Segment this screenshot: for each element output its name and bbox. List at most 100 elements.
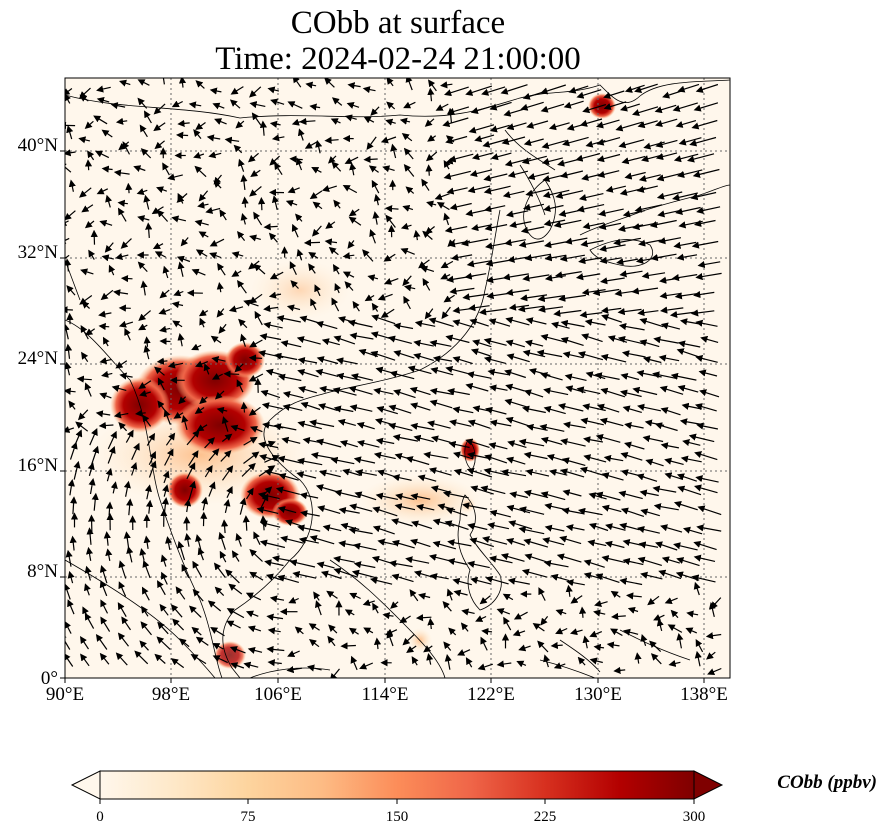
wind-arrow — [119, 372, 133, 380]
wind-arrow — [276, 314, 301, 323]
wind-arrow — [330, 456, 355, 465]
wind-arrow — [578, 193, 604, 202]
wind-arrow — [621, 350, 646, 358]
wind-arrow — [101, 370, 113, 378]
wind-arrow — [191, 268, 206, 276]
wind-arrow — [576, 204, 605, 213]
wind-arrow — [682, 526, 703, 535]
wind-arrow — [696, 206, 721, 214]
wind-arrow — [587, 539, 607, 547]
wind-arrow — [452, 577, 472, 586]
wind-arrow — [65, 93, 71, 104]
wind-arrow — [110, 102, 126, 110]
wind-arrow — [428, 467, 452, 476]
wind-arrow — [303, 239, 321, 247]
wind-arrow — [582, 104, 607, 114]
wind-arrow — [509, 221, 532, 229]
wind-arrow — [436, 201, 450, 211]
wind-arrow — [330, 118, 341, 125]
wind-arrow — [110, 481, 118, 494]
y-tick-label: 16°N — [18, 455, 59, 476]
wind-arrow — [324, 238, 338, 246]
wind-arrow — [564, 237, 588, 245]
wind-arrow — [632, 106, 659, 117]
wind-arrow — [223, 498, 231, 514]
wind-arrow — [409, 589, 419, 602]
wind-arrow — [73, 460, 81, 480]
wind-arrow — [120, 238, 132, 249]
wind-arrow — [619, 522, 640, 531]
wind-arrow — [178, 78, 187, 88]
wind-arrow — [452, 356, 473, 365]
wind-arrow — [560, 336, 584, 346]
wind-arrow — [445, 507, 468, 517]
wind-arrow — [260, 389, 281, 399]
wind-arrow — [193, 129, 202, 139]
wind-arrow — [333, 335, 356, 345]
wind-arrow — [126, 498, 134, 516]
wind-arrow — [664, 457, 684, 465]
wind-arrow — [297, 357, 318, 365]
wind-arrow — [466, 371, 492, 379]
wind-arrow — [69, 535, 77, 551]
wind-arrow — [162, 470, 170, 484]
wind-arrow — [440, 260, 454, 269]
wind-arrow — [316, 356, 339, 365]
wind-arrow — [249, 293, 263, 304]
wind-arrow — [199, 317, 206, 328]
wind-arrow — [447, 539, 472, 547]
wind-arrow — [525, 188, 551, 197]
wind-arrow — [490, 152, 512, 161]
wind-arrow — [229, 99, 241, 109]
wind-arrow — [640, 508, 660, 517]
wind-arrow — [384, 277, 399, 285]
wind-arrow — [350, 373, 374, 381]
wind-arrow — [198, 231, 209, 239]
wind-arrow — [177, 540, 186, 561]
wind-arrow — [366, 136, 377, 151]
wind-arrow — [194, 165, 207, 178]
wind-arrow — [369, 229, 377, 244]
wind-arrow — [461, 238, 489, 247]
wind-arrow — [660, 322, 681, 330]
wind-arrow — [104, 242, 114, 253]
wind-arrow — [191, 343, 202, 351]
wind-arrow — [670, 609, 679, 619]
wind-arrow — [348, 627, 359, 635]
wind-arrow — [655, 152, 678, 161]
wind-arrow — [248, 354, 263, 362]
wind-arrow — [281, 436, 301, 444]
wind-arrow — [204, 464, 213, 478]
wind-arrow — [598, 222, 622, 230]
wind-arrow — [180, 237, 189, 247]
wind-arrow — [622, 558, 644, 566]
wind-arrow — [305, 81, 317, 89]
wind-arrow — [334, 282, 342, 294]
wind-arrow — [584, 318, 606, 326]
wind-arrow — [324, 78, 335, 88]
wind-arrow — [449, 202, 472, 211]
wind-arrow — [344, 156, 359, 164]
wind-arrow — [401, 133, 413, 142]
wind-arrow — [634, 83, 658, 93]
wind-arrow — [289, 155, 303, 163]
wind-arrow — [426, 200, 437, 208]
wind-arrow — [349, 404, 373, 412]
wind-arrow — [162, 484, 170, 497]
wind-arrow — [263, 321, 283, 329]
wind-arrow — [311, 166, 322, 174]
wind-arrow — [65, 88, 73, 96]
wind-arrow — [699, 389, 720, 398]
wind-arrow — [143, 110, 152, 124]
wind-arrow — [139, 124, 148, 138]
wind-arrow — [312, 225, 322, 237]
wind-arrow — [321, 338, 340, 346]
wind-arrow — [420, 265, 435, 273]
wind-arrow — [81, 301, 91, 309]
wind-arrow — [115, 253, 129, 261]
wind-arrow — [126, 546, 134, 563]
wind-arrow — [432, 355, 453, 363]
wind-arrow — [300, 401, 321, 411]
wind-arrow — [468, 304, 490, 312]
wind-arrow — [481, 627, 493, 636]
